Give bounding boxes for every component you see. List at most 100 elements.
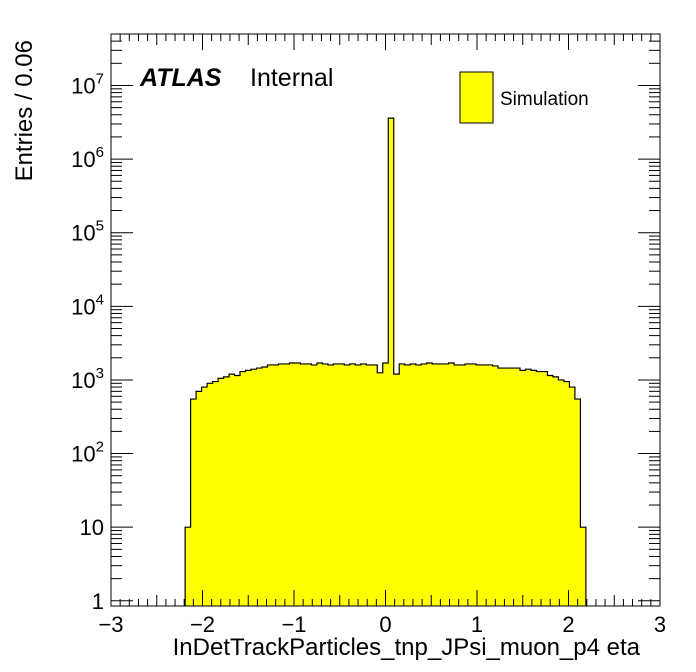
histogram-bar: [261, 366, 269, 606]
histogram-bar: [349, 363, 356, 606]
legend-label-simulation: Simulation: [500, 89, 589, 110]
histogram-bar: [355, 364, 362, 606]
histogram-bar: [547, 375, 554, 606]
histogram-bar: [541, 371, 549, 606]
histogram-bar: [410, 363, 417, 606]
histogram-bar: [360, 363, 367, 606]
histogram-bar: [520, 370, 527, 606]
histogram-bar: [448, 362, 455, 606]
histogram-bar: [190, 399, 197, 606]
atlas-status-label: Internal: [250, 64, 333, 92]
histogram-bar: [196, 391, 203, 606]
histogram-bar: [366, 364, 373, 606]
histogram-bar: [185, 527, 192, 606]
x-tick-label: −2: [190, 612, 215, 637]
histogram-bar: [218, 378, 225, 606]
y-tick-label: 104: [71, 291, 104, 319]
x-tick-label: 3: [654, 612, 666, 637]
histogram-bar: [283, 363, 291, 606]
histogram-bar: [316, 362, 323, 606]
histogram-bar: [421, 363, 428, 606]
histogram-bar: [487, 364, 494, 606]
histogram-bar: [344, 364, 351, 606]
histogram-bar: [207, 383, 214, 606]
histogram-bar: [574, 399, 581, 606]
y-tick-label: 102: [71, 439, 104, 467]
atlas-experiment-label: ATLAS: [139, 64, 222, 92]
histogram-bar: [294, 362, 302, 606]
histogram-bar: [399, 363, 406, 606]
histogram-bar: [278, 363, 285, 606]
histogram-bar: [327, 364, 334, 606]
x-tick-label: 2: [562, 612, 574, 637]
x-tick-label: 1: [471, 612, 483, 637]
histogram-bar: [229, 374, 236, 606]
histogram-bar: [525, 369, 532, 606]
histogram-bar: [245, 370, 252, 606]
histogram-bar: [552, 376, 560, 606]
histogram-bar: [333, 363, 340, 606]
x-tick-label: −3: [98, 612, 123, 637]
histogram-bar: [536, 371, 543, 606]
atlas-label: ATLAS Internal: [139, 64, 333, 92]
histogram-bar: [509, 368, 516, 606]
y-axis-title: Entries / 0.06: [11, 40, 38, 181]
histogram-bar: [382, 362, 389, 606]
histogram-bar: [267, 364, 274, 606]
histogram-bar: [250, 369, 258, 606]
histogram-bar: [481, 364, 488, 606]
histogram-bar: [201, 387, 208, 606]
x-axis-title: InDetTrackParticles_tnp_JPsi_muon_p4 eta: [173, 634, 641, 661]
legend: Simulation: [459, 71, 589, 124]
histogram-bar: [256, 368, 263, 606]
histogram-bar: [443, 363, 450, 606]
y-tick-label: 10: [80, 515, 104, 540]
histogram-bar: [437, 363, 444, 606]
y-tick-label: 106: [71, 144, 104, 172]
histogram-bar: [498, 368, 505, 606]
x-tick-label: −1: [281, 612, 306, 637]
histogram-bar: [322, 363, 329, 606]
histogram-bar: [234, 375, 241, 606]
histogram-bar: [426, 362, 433, 606]
histogram-bar: [503, 368, 510, 606]
histogram-bar: [530, 370, 538, 606]
histogram-bar: [492, 365, 499, 606]
histogram-bar: [580, 527, 587, 606]
histogram-bar: [404, 364, 411, 606]
histogram-bar: [563, 381, 571, 606]
y-axis-ticks: 1 10 102 103 104 105 106 107: [71, 33, 660, 614]
histogram-bar: [569, 387, 576, 606]
histogram-bar: [272, 364, 280, 606]
y-tick-label: 107: [71, 70, 104, 98]
x-axis-ticks: −3 −2 −1 0 1 2 3: [98, 34, 666, 637]
histogram-bar: [454, 364, 461, 606]
y-tick-label: 1: [92, 589, 104, 614]
histogram-bar: [305, 363, 312, 606]
histogram-bars: [184, 117, 587, 606]
histogram-bar: [432, 363, 439, 606]
histogram-bar: [223, 376, 230, 606]
histogram-bar: [476, 364, 483, 606]
y-tick-label: 103: [71, 365, 104, 393]
histogram-bar: [388, 118, 395, 606]
histogram-bar: [558, 379, 565, 606]
legend-swatch-simulation: [459, 71, 494, 124]
histogram-bar: [377, 372, 384, 606]
histogram-bar: [240, 371, 247, 606]
histogram-bar: [465, 363, 472, 606]
histogram-bar: [300, 363, 307, 606]
histogram-outline: [184, 117, 587, 606]
histogram-bar: [338, 363, 345, 606]
histogram-bar: [371, 364, 378, 606]
x-tick-label: 0: [379, 612, 391, 637]
histogram-bar: [514, 368, 521, 606]
histogram-bar: [212, 381, 219, 606]
histogram-bar: [311, 364, 318, 606]
histogram-bar: [415, 364, 422, 606]
y-tick-label: 105: [71, 218, 104, 246]
histogram-bar: [393, 374, 400, 606]
histogram-bar: [470, 363, 477, 606]
histogram-bar: [289, 362, 296, 606]
